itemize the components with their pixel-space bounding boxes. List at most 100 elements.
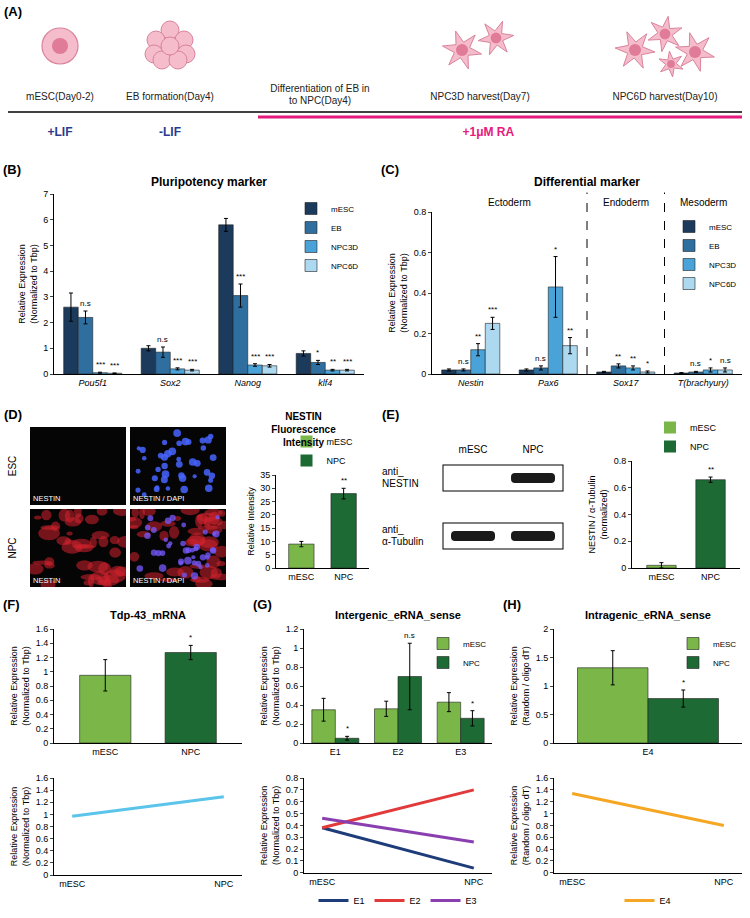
svg-text:mESC: mESC <box>709 223 732 232</box>
svg-text:1.4: 1.4 <box>36 785 49 795</box>
svg-text:E3: E3 <box>455 747 466 757</box>
svg-text:NESTIN: NESTIN <box>33 576 61 585</box>
svg-text:NPC3D harvest(Day7): NPC3D harvest(Day7) <box>430 91 529 102</box>
svg-text:0.4: 0.4 <box>36 710 49 720</box>
svg-text:1.4: 1.4 <box>536 785 549 795</box>
svg-text:0.2: 0.2 <box>36 858 49 868</box>
svg-text:NPC3D: NPC3D <box>709 261 736 270</box>
svg-text:Mesoderm: Mesoderm <box>680 197 727 208</box>
svg-text:35: 35 <box>260 470 270 480</box>
svg-text:n.s: n.s <box>720 356 731 365</box>
svg-text:anti_α-Tubulin: anti_α-Tubulin <box>382 524 424 547</box>
svg-text:0.8: 0.8 <box>286 773 299 783</box>
svg-text:n.s: n.s <box>157 335 168 344</box>
svg-text:Relative Expression(Normalized: Relative Expression(Normalized to Tbp) <box>9 787 31 867</box>
svg-text:Pax6: Pax6 <box>538 378 559 388</box>
svg-text:E4: E4 <box>660 896 671 906</box>
svg-text:NESTINFluorescenceIntensity: NESTINFluorescenceIntensity <box>271 411 336 448</box>
svg-text:0: 0 <box>543 868 548 878</box>
svg-text:Pluripotency marker: Pluripotency marker <box>151 175 267 189</box>
svg-text:0: 0 <box>293 738 298 748</box>
svg-text:1.2: 1.2 <box>36 653 49 663</box>
svg-text:5: 5 <box>43 241 48 251</box>
svg-text:Intragenic_eRNA_sense: Intragenic_eRNA_sense <box>585 609 711 621</box>
svg-text:***: *** <box>488 305 497 314</box>
svg-text:NPC: NPC <box>214 879 234 889</box>
svg-text:ESC: ESC <box>7 456 18 477</box>
svg-text:mESC: mESC <box>309 877 336 887</box>
svg-text:mESC: mESC <box>690 423 717 433</box>
svg-text:***: *** <box>251 352 260 361</box>
svg-text:Differential marker: Differential marker <box>534 175 640 189</box>
svg-text:Relative Expression(Random / o: Relative Expression(Random / oligo dT) <box>509 646 531 726</box>
svg-text:0.8: 0.8 <box>36 681 49 691</box>
svg-text:Differentiation of EB into NPC: Differentiation of EB into NPC(Day4) <box>270 83 369 106</box>
svg-text:0.2: 0.2 <box>414 329 427 339</box>
svg-text:**: ** <box>615 352 621 361</box>
svg-text:0.6: 0.6 <box>536 832 549 842</box>
svg-text:**: ** <box>341 476 347 485</box>
svg-text:***: *** <box>96 360 105 369</box>
svg-text:1: 1 <box>43 667 48 677</box>
svg-text:Ectoderm: Ectoderm <box>488 197 531 208</box>
svg-text:0.6: 0.6 <box>36 834 49 844</box>
svg-text:n.s: n.s <box>690 359 701 368</box>
svg-text:0: 0 <box>621 563 626 573</box>
svg-text:mESC: mESC <box>559 877 586 887</box>
svg-text:**: ** <box>630 354 636 363</box>
svg-text:**: ** <box>330 357 336 366</box>
svg-text:1: 1 <box>293 643 298 653</box>
svg-text:1.6: 1.6 <box>36 773 49 783</box>
svg-text:1.2: 1.2 <box>286 624 299 634</box>
svg-text:NPC6D: NPC6D <box>331 262 358 271</box>
svg-text:NPC: NPC <box>463 659 480 668</box>
svg-text:0: 0 <box>43 369 48 379</box>
svg-text:***: *** <box>343 357 352 366</box>
svg-text:15: 15 <box>260 523 270 533</box>
svg-text:1: 1 <box>543 809 548 819</box>
svg-text:*: * <box>316 348 319 357</box>
svg-text:(D): (D) <box>4 407 22 422</box>
svg-text:Relative Expression(Normalized: Relative Expression(Normalized to Tbp) <box>9 646 31 726</box>
svg-text:0.4: 0.4 <box>614 510 627 520</box>
svg-text:0.2: 0.2 <box>286 844 299 854</box>
svg-text:T(brachyury): T(brachyury) <box>678 378 729 388</box>
svg-text:Endoderm: Endoderm <box>603 197 649 208</box>
svg-text:1: 1 <box>543 681 548 691</box>
svg-text:NESTIN / DAPI: NESTIN / DAPI <box>133 576 184 585</box>
svg-text:mESC: mESC <box>463 640 486 649</box>
svg-text:mESC: mESC <box>288 572 315 582</box>
svg-text:anti_NESTIN: anti_NESTIN <box>382 466 419 489</box>
svg-text:NPC: NPC <box>690 442 710 452</box>
svg-text:NPC3D: NPC3D <box>331 243 358 252</box>
svg-text:NPC: NPC <box>327 456 347 466</box>
svg-text:0.6: 0.6 <box>286 797 299 807</box>
svg-text:0.5: 0.5 <box>536 710 549 720</box>
svg-text:20: 20 <box>260 510 270 520</box>
svg-text:**: ** <box>475 332 481 341</box>
svg-text:E2: E2 <box>392 747 403 757</box>
svg-text:E1: E1 <box>354 896 365 906</box>
svg-text:NPC: NPC <box>713 659 730 668</box>
svg-text:NESTIN / DAPI: NESTIN / DAPI <box>133 494 184 503</box>
svg-text:n.s: n.s <box>404 631 415 640</box>
svg-text:0.2: 0.2 <box>536 856 549 866</box>
svg-text:Nestin: Nestin <box>458 378 484 388</box>
svg-text:0.2: 0.2 <box>286 719 299 729</box>
svg-text:0.2: 0.2 <box>614 536 627 546</box>
svg-text:*: * <box>709 356 712 365</box>
svg-text:1: 1 <box>43 810 48 820</box>
svg-text:10: 10 <box>260 537 270 547</box>
svg-text:n.s: n.s <box>80 299 91 308</box>
svg-text:NPC: NPC <box>714 877 734 887</box>
svg-text:Intergenic_eRNA_sense: Intergenic_eRNA_sense <box>335 609 461 621</box>
svg-text:*: * <box>346 724 349 733</box>
svg-text:**: ** <box>708 465 714 474</box>
svg-text:0: 0 <box>293 868 298 878</box>
svg-text:*: * <box>554 245 557 254</box>
svg-text:0.8: 0.8 <box>414 207 427 217</box>
svg-text:0.8: 0.8 <box>614 456 627 466</box>
svg-text:*: * <box>646 359 649 368</box>
svg-text:NPC: NPC <box>464 877 484 887</box>
svg-text:Pou5f1: Pou5f1 <box>78 378 107 388</box>
